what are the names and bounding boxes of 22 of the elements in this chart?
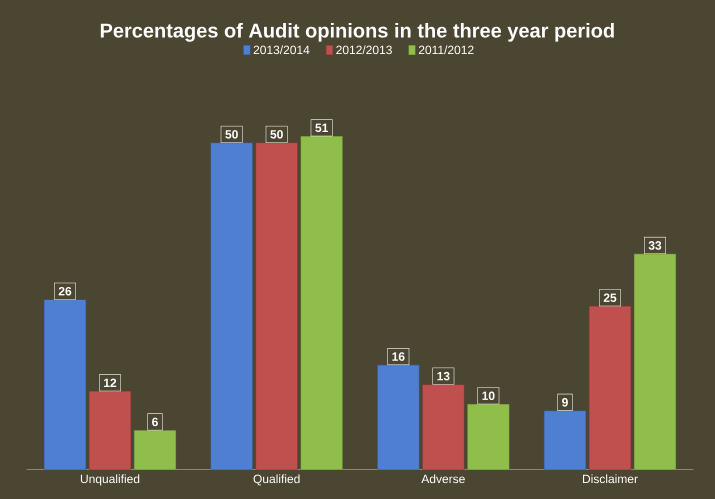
data-label: 50	[270, 130, 283, 139]
legend-label: 2011/2012	[418, 45, 474, 54]
data-label: 16	[392, 352, 405, 361]
data-label: 9	[562, 398, 568, 407]
data-label: 50	[225, 130, 238, 139]
data-label: 26	[58, 286, 72, 296]
data-label: 10	[482, 392, 495, 400]
x-tick-label: Qualified	[254, 474, 300, 486]
data-label: 12	[104, 378, 116, 387]
chart-title: Percentages of Audit opinions in the three year period	[100, 22, 614, 42]
x-tick-label: Unqualified	[80, 474, 140, 486]
legend-label: 2013/2014	[254, 45, 310, 54]
legend-label: 2012/2013	[336, 45, 392, 54]
bar	[134, 430, 176, 470]
x-tick-label: Disclaimer	[582, 474, 638, 484]
data-label: 25	[604, 293, 616, 302]
data-label: 13	[437, 372, 450, 380]
x-tick-label: Adverse	[421, 474, 465, 484]
data-label: 6	[152, 418, 158, 426]
data-label: 51	[315, 124, 328, 132]
bar	[544, 410, 586, 470]
data-label: 33	[648, 241, 662, 250]
